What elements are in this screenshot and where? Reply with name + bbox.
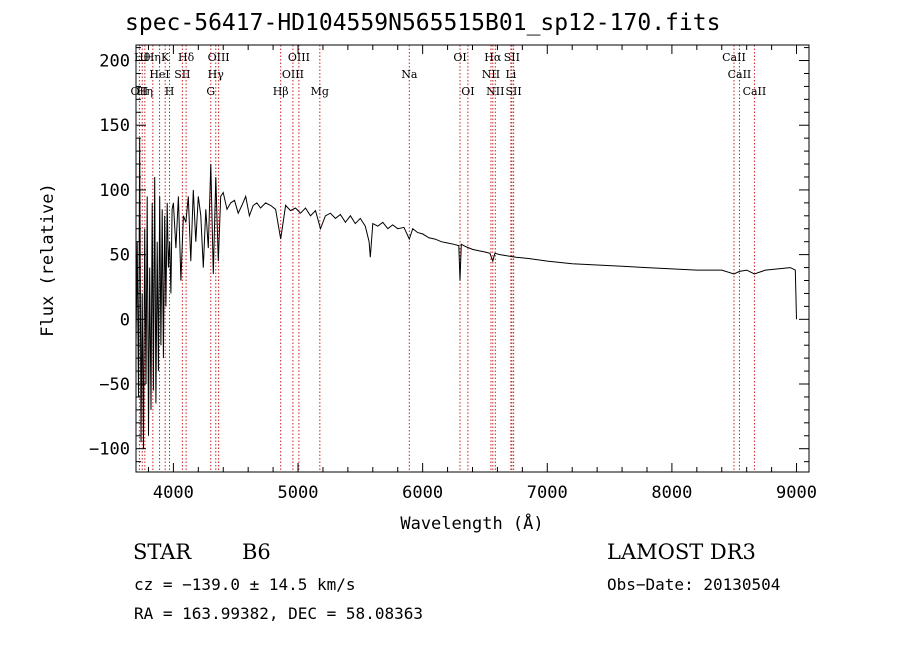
line-label-9: G	[206, 85, 215, 98]
line-label-6: H	[165, 85, 175, 98]
x-axis: 4000 5000 6000 7000 8000 9000	[147, 45, 817, 503]
x-tick-label-0: 4000	[153, 483, 194, 503]
x-tick-label-5: 9000	[776, 483, 817, 503]
y-tick-label-1: −50	[99, 375, 130, 395]
line-label-15: Mg	[311, 85, 329, 98]
line-label-14: OIII	[288, 51, 310, 64]
line-label-27: CaII	[743, 85, 767, 98]
line-labels-group: OIIHθHηHηHeIKHSIIHδGHγOIIIHβOIIIOIIIMgNa…	[131, 51, 767, 98]
line-label-19: NII	[482, 68, 500, 81]
coordinates-text: RA = 163.99382, DEC = 58.08363	[134, 604, 423, 623]
line-label-11: OIII	[208, 51, 230, 64]
line-label-23: SII	[504, 51, 520, 64]
obs-date-text: Obs−Date: 20130504	[607, 575, 781, 594]
line-label-24: SII	[506, 85, 522, 98]
x-tick-label-1: 5000	[278, 483, 319, 503]
chart-title: spec-56417-HD104559N565515B01_sp12-170.f…	[125, 10, 721, 36]
y-axis: −100 −50 0 50 100 150 200	[89, 47, 809, 463]
x-tick-label-2: 6000	[402, 483, 443, 503]
line-label-5: K	[161, 51, 170, 64]
spectrum-line	[135, 138, 797, 449]
y-tick-label-4: 100	[99, 181, 130, 201]
line-label-20: Hα	[484, 51, 502, 64]
redshift-text: cz = −139.0 ± 14.5 km/s	[134, 575, 356, 594]
y-tick-label-6: 200	[99, 52, 130, 72]
line-label-13: OIII	[282, 68, 304, 81]
line-label-8: Hδ	[178, 51, 195, 64]
line-label-16: Na	[401, 68, 418, 81]
line-markers-group	[138, 45, 755, 472]
x-axis-label: Wavelength (Å)	[400, 512, 543, 534]
x-tick-label-3: 7000	[527, 483, 568, 503]
line-label-0: OII	[131, 85, 149, 98]
line-label-2: Hη	[137, 85, 153, 98]
object-subclass: B6	[242, 540, 271, 564]
y-tick-label-2: 0	[120, 310, 130, 330]
line-label-18: OI	[461, 85, 474, 98]
object-class: STAR	[133, 540, 192, 564]
line-label-7: SII	[174, 68, 190, 81]
y-tick-label-5: 150	[99, 116, 130, 136]
line-label-25: CaII	[722, 51, 746, 64]
line-label-26: CaII	[728, 68, 752, 81]
line-label-12: Hβ	[273, 85, 289, 98]
line-label-21: NII	[486, 85, 504, 98]
line-label-3: Hη	[145, 51, 161, 64]
x-tick-label-4: 8000	[651, 483, 692, 503]
y-axis-label: Flux (relative)	[38, 183, 58, 337]
line-label-10: Hγ	[208, 68, 225, 81]
y-tick-label-3: 50	[110, 246, 130, 266]
y-tick-label-0: −100	[89, 440, 130, 460]
survey-label: LAMOST DR3	[607, 540, 756, 564]
line-label-4: HeI	[149, 68, 169, 81]
line-label-17: OI	[453, 51, 466, 64]
line-label-22: Li	[505, 68, 516, 81]
plot-frame	[135, 44, 810, 473]
